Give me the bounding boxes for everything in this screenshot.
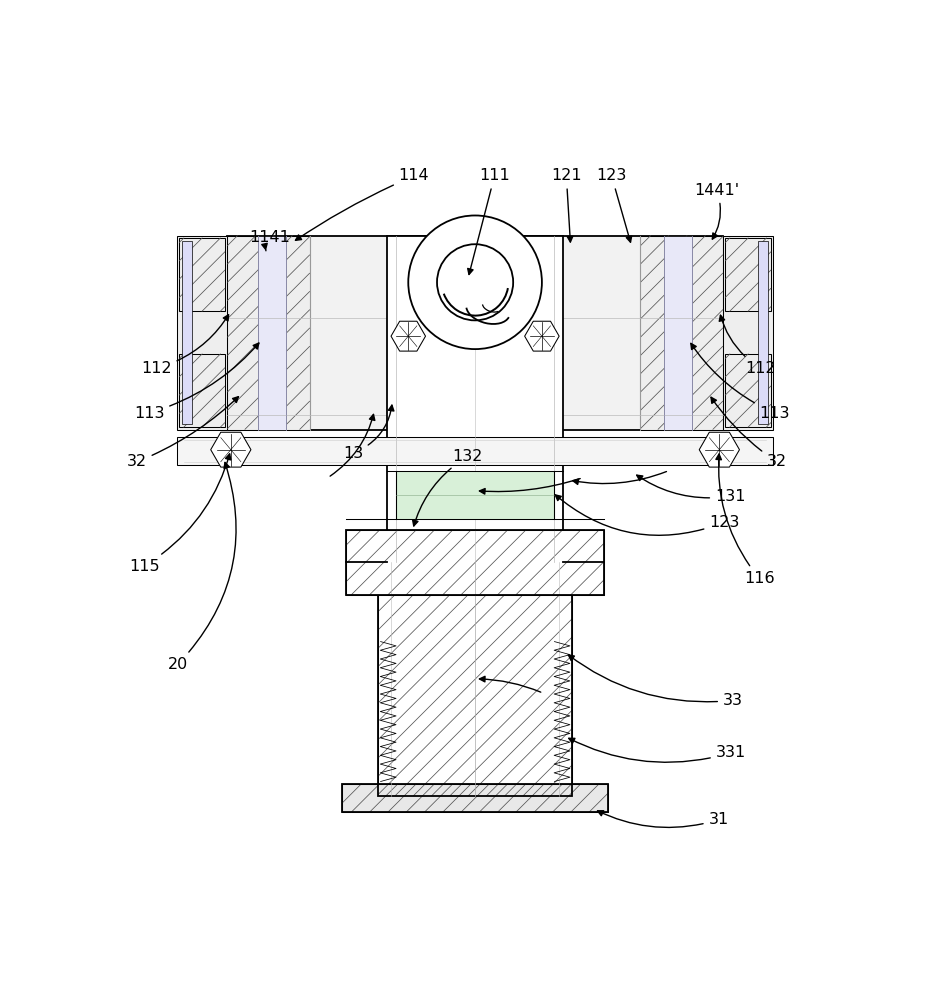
Bar [378,562,572,796]
Bar [182,241,192,424]
Bar [227,236,310,430]
Text: 111: 111 [468,168,510,275]
Bar [387,236,563,562]
Bar [346,530,604,595]
Bar [177,437,773,465]
Text: 121: 121 [551,168,581,242]
Text: 114: 114 [296,168,429,240]
Bar [725,354,771,427]
Bar [723,236,773,430]
Bar [758,241,768,424]
Text: 112: 112 [719,315,776,376]
Text: 33: 33 [568,655,743,708]
Bar [227,236,723,430]
Bar [664,236,692,430]
Bar [378,562,572,796]
Text: 123: 123 [596,168,631,242]
Text: 1441': 1441' [694,183,740,239]
Text: 32: 32 [711,397,787,469]
Bar [725,238,771,311]
Bar [342,784,608,812]
Bar [179,354,225,427]
Circle shape [437,244,514,320]
Text: 1141: 1141 [248,230,289,251]
Text: 20: 20 [168,462,236,672]
Bar [342,784,608,812]
Circle shape [408,215,542,349]
Text: 131: 131 [637,475,745,504]
Bar [396,471,554,519]
Text: 32: 32 [127,397,238,469]
Text: 132: 132 [413,449,483,526]
Text: 116: 116 [716,454,774,586]
Text: 123: 123 [555,495,740,535]
Bar [258,236,286,430]
Text: 113: 113 [133,343,259,421]
Text: 112: 112 [141,315,229,376]
Text: 113: 113 [691,343,790,421]
Text: 331: 331 [569,738,746,762]
Bar [179,238,225,311]
Text: 31: 31 [598,811,729,827]
Bar [177,236,227,430]
Text: 115: 115 [129,454,231,574]
Bar [346,530,604,595]
Text: 13: 13 [343,405,394,461]
Bar [641,236,723,430]
